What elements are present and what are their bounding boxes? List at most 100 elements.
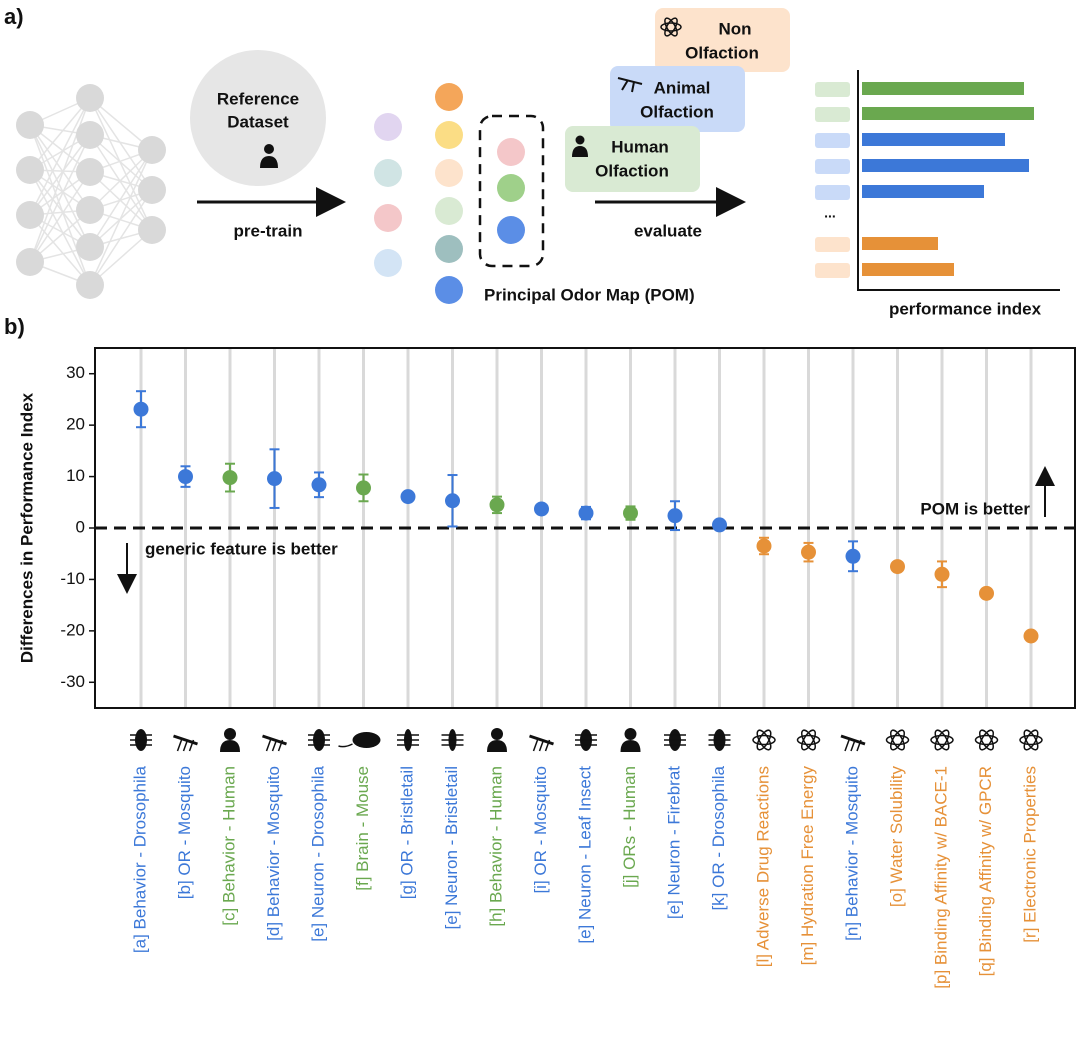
edge: [29, 124, 91, 286]
box-label: Human: [611, 137, 669, 156]
point: [712, 517, 727, 533]
orbit: [890, 729, 905, 751]
node: [435, 121, 463, 149]
pom-box: [478, 114, 545, 268]
orbit: [1023, 729, 1039, 751]
head: [224, 728, 236, 740]
panel-label: b): [4, 314, 25, 339]
point: [934, 566, 950, 582]
y-tick-label: 30: [66, 363, 85, 382]
node: [435, 159, 463, 187]
node: [435, 83, 463, 111]
x-tick-label: [q] Binding Affinity w/ GPCR: [976, 766, 995, 976]
node: [374, 113, 402, 141]
head: [491, 728, 503, 740]
node: [76, 121, 104, 149]
node: [374, 204, 402, 232]
y-tick-label: -20: [60, 620, 85, 639]
person-icon: [260, 144, 278, 168]
orbit: [974, 734, 999, 746]
node: [76, 158, 104, 186]
node: [16, 111, 44, 139]
node: [138, 176, 166, 204]
node: [16, 201, 44, 229]
annotation: generic feature is better: [145, 539, 338, 558]
node: [138, 136, 166, 164]
orbit: [752, 734, 776, 746]
body: [529, 734, 554, 746]
y-tick-label: 10: [66, 466, 85, 485]
mini-axis-label: performance index: [889, 299, 1042, 318]
icon-mos: [529, 734, 554, 752]
icon-per: [487, 728, 507, 752]
x-tick-label: [m] Hydration Free Energy: [798, 766, 817, 966]
box-label: Olfaction: [685, 43, 759, 62]
edge: [89, 134, 153, 231]
ellipsis: ...: [824, 205, 836, 221]
plot-frame: [94, 347, 1076, 709]
leg: [538, 739, 545, 752]
body: [173, 734, 198, 746]
orbit: [934, 729, 950, 751]
edge: [29, 169, 91, 248]
edge: [89, 189, 153, 286]
leg: [182, 739, 189, 752]
body: [487, 740, 507, 752]
icon-ant: [441, 729, 464, 751]
x-tick-label: [e] Neuron - Firebrat: [664, 766, 683, 919]
x-tick-label: [i] OR - Mosquito: [531, 766, 550, 894]
edge: [29, 124, 91, 248]
atom-icon: [660, 17, 682, 37]
x-tick-label: [e] Neuron - Drosophila: [308, 765, 327, 941]
edge: [89, 97, 153, 231]
dataset-label: Reference: [217, 89, 299, 108]
tail: [338, 743, 353, 748]
box-animal: [610, 66, 745, 132]
orbit: [801, 729, 816, 751]
icon-atom: [930, 729, 954, 751]
icon-mos: [173, 734, 198, 752]
node: [497, 216, 525, 244]
icon-atom: [885, 729, 910, 751]
edge: [29, 134, 91, 263]
icon-fly: [308, 729, 330, 751]
edge: [89, 171, 153, 231]
x-tick-label: [e] Neuron - Leaf Insect: [575, 766, 594, 944]
point: [356, 480, 371, 496]
icon-atom: [974, 729, 999, 751]
panel-a: a) Reference Dataset pre-train Principal…: [4, 4, 1060, 318]
body: [620, 740, 641, 752]
leg: [844, 739, 850, 752]
edge: [89, 149, 153, 286]
point: [845, 548, 861, 564]
icon-atom: [752, 729, 776, 751]
orbit: [930, 734, 954, 746]
icon-per: [220, 728, 240, 752]
body: [840, 734, 866, 746]
icon-mos: [840, 734, 866, 752]
y-axis-label: Differences in Performance Index: [17, 392, 36, 663]
x-tick-label: [p] Binding Affinity w/ BACE-1: [931, 766, 950, 989]
leg: [176, 739, 183, 752]
node: [374, 249, 402, 277]
icon-atom: [1019, 729, 1043, 751]
icon-ant: [397, 729, 419, 751]
point: [534, 501, 549, 517]
node: [16, 156, 44, 184]
leg: [856, 739, 862, 752]
point: [1023, 628, 1039, 644]
leg: [265, 739, 272, 752]
node: [435, 197, 463, 225]
orbit: [756, 729, 772, 751]
point: [756, 538, 772, 554]
x-tick-label: [r] Electronic Properties: [1020, 766, 1039, 943]
head: [624, 728, 637, 740]
orbit: [796, 734, 821, 746]
annotation: POM is better: [920, 499, 1030, 518]
edge: [29, 134, 91, 216]
orbit: [885, 734, 910, 746]
point: [133, 401, 149, 417]
x-tick-label: [c] Behavior - Human: [219, 766, 238, 926]
point: [311, 477, 327, 493]
